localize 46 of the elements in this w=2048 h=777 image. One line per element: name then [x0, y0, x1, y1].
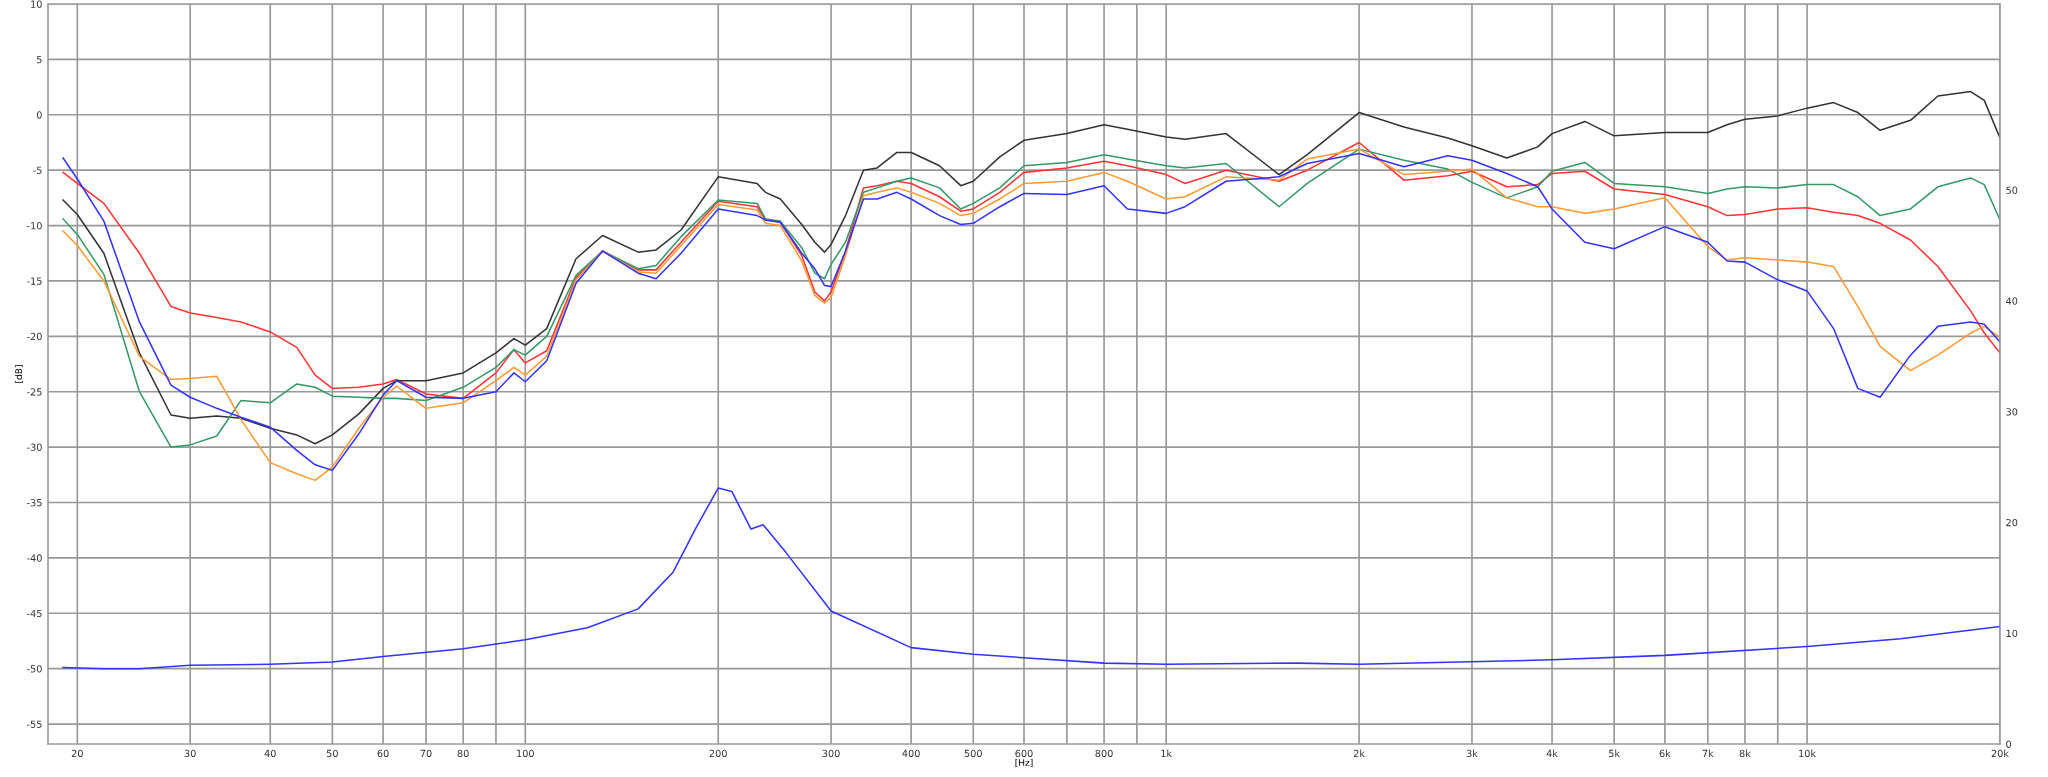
x-tick-label: 8k — [1739, 749, 1751, 758]
x-tick-label: 2k — [1353, 749, 1365, 757]
x-tick-label: 800 — [1095, 749, 1113, 758]
y-tick-label: -45 — [27, 609, 42, 618]
y-tick-label: -35 — [27, 498, 42, 507]
x-tick-label: 6k — [1659, 749, 1671, 758]
x-tick-label: 3k — [1466, 749, 1478, 758]
x-tick-label: 100 — [517, 749, 534, 758]
y-tick-label: 0 — [36, 111, 42, 119]
x-tick-label: 70 — [420, 749, 432, 758]
x-axis-title: [Hz] — [1015, 758, 1033, 768]
x-tick-label: 5k — [1608, 749, 1621, 758]
y-tick-label: -40 — [27, 554, 42, 562]
y-axis-title: [dB] — [15, 365, 24, 383]
y-tick-label: -10 — [27, 222, 42, 230]
y-tick-label: -55 — [27, 720, 42, 728]
x-tick-label: 50 — [326, 749, 338, 758]
y2-tick-label: 40 — [2006, 297, 2018, 305]
y2-tick-label: 30 — [2006, 408, 2018, 416]
y-tick-label: -15 — [27, 277, 42, 285]
y2-tick-label: 10 — [2006, 629, 2018, 638]
x-tick-label: 20 — [71, 749, 83, 758]
y2-tick-label: 50 — [2006, 186, 2018, 194]
x-tick-label: 80 — [457, 749, 469, 758]
x-tick-label: 1k — [1161, 749, 1173, 757]
y2-tick-label: 0 — [2006, 740, 2012, 748]
y-tick-label: -50 — [27, 665, 42, 673]
x-tick-label: 500 — [964, 749, 982, 758]
y-tick-label: -5 — [33, 166, 42, 174]
x-tick-label: 60 — [377, 749, 389, 758]
x-tick-label: 10k — [1799, 749, 1817, 758]
x-tick-label: 600 — [1015, 749, 1033, 758]
y-tick-label: 10 — [31, 0, 42, 8]
x-tick-label: 300 — [822, 749, 840, 758]
x-tick-label: 4k — [1546, 749, 1558, 757]
x-tick-label: 20k — [1991, 749, 2009, 758]
x-tick-label: 7k — [1702, 749, 1714, 757]
x-tick-label: 400 — [902, 749, 920, 758]
x-tick-label: 40 — [264, 749, 276, 758]
x-tick-label: 30 — [184, 749, 196, 758]
y-tick-label: -30 — [27, 443, 42, 451]
y-tick-label: -25 — [27, 388, 42, 396]
y2-tick-label: 20 — [2006, 518, 2018, 527]
y-tick-label: 5 — [37, 55, 42, 64]
y-tick-label: -20 — [27, 332, 42, 341]
x-tick-label: 200 — [709, 749, 727, 758]
